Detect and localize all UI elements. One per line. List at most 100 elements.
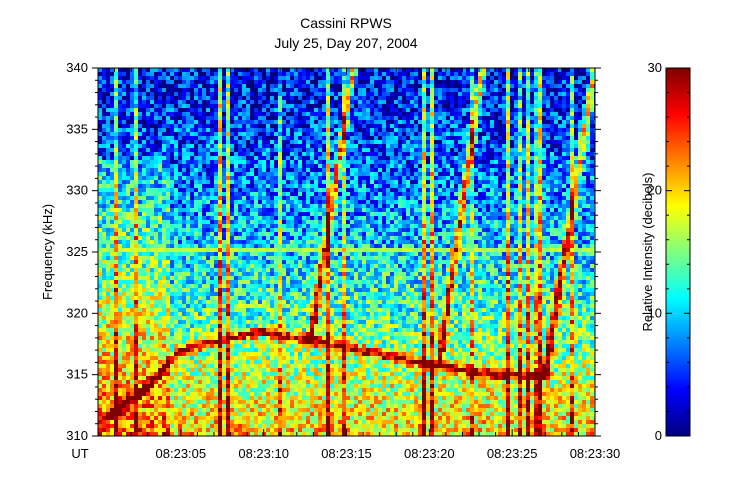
heatmap-cell <box>102 116 106 120</box>
heatmap-cell <box>274 200 278 204</box>
heatmap-cell <box>246 356 250 360</box>
heatmap-cell <box>282 120 286 124</box>
heatmap-cell <box>278 348 282 352</box>
heatmap-cell <box>274 384 278 388</box>
heatmap-cell <box>230 344 234 348</box>
heatmap-cell <box>186 304 190 308</box>
heatmap-cell <box>130 416 134 420</box>
heatmap-cell <box>270 296 274 300</box>
heatmap-cell <box>262 412 266 416</box>
heatmap-cell <box>130 112 134 116</box>
heatmap-cell <box>178 264 182 268</box>
heatmap-cell <box>98 184 102 188</box>
heatmap-cell <box>114 416 118 420</box>
heatmap-cell <box>294 368 298 372</box>
heatmap-cell <box>258 228 262 232</box>
heatmap-cell <box>174 72 178 76</box>
heatmap-cell <box>214 156 218 160</box>
heatmap-cell <box>274 428 278 432</box>
heatmap-cell <box>198 260 202 264</box>
heatmap-cell <box>174 264 178 268</box>
heatmap-cell <box>222 68 226 72</box>
heatmap-cell <box>198 248 202 252</box>
heatmap-cell <box>154 432 158 436</box>
heatmap-cell <box>214 196 218 200</box>
heatmap-cell <box>166 384 170 388</box>
heatmap-cell <box>234 264 238 268</box>
heatmap-cell <box>134 88 138 92</box>
heatmap-cell <box>98 196 102 200</box>
heatmap-cell <box>278 372 282 376</box>
heatmap-cell <box>218 124 222 128</box>
heatmap-cell <box>186 352 190 356</box>
heatmap-cell <box>254 168 258 172</box>
heatmap-cell <box>130 372 134 376</box>
heatmap-cell <box>218 396 222 400</box>
heatmap-cell <box>194 340 198 344</box>
heatmap-cell <box>222 400 226 404</box>
heatmap-cell <box>154 176 158 180</box>
heatmap-cell <box>198 104 202 108</box>
heatmap-cell <box>218 208 222 212</box>
heatmap-cell <box>146 328 150 332</box>
heatmap-cell <box>286 252 290 256</box>
heatmap-cell <box>282 204 286 208</box>
heatmap-cell <box>202 420 206 424</box>
heatmap-cell <box>190 432 194 436</box>
heatmap-cell <box>106 304 110 308</box>
heatmap-cell <box>314 104 318 108</box>
heatmap-cell <box>218 324 222 328</box>
heatmap-cell <box>270 188 274 192</box>
heatmap-cell <box>194 368 198 372</box>
heatmap-cell <box>314 172 318 176</box>
heatmap-cell <box>174 176 178 180</box>
heatmap-cell <box>154 148 158 152</box>
heatmap-cell <box>122 72 126 76</box>
heatmap-cell <box>266 148 270 152</box>
heatmap-cell <box>118 80 122 84</box>
heatmap-cell <box>126 120 130 124</box>
heatmap-cell <box>262 272 266 276</box>
heatmap-cell <box>306 112 310 116</box>
heatmap-cell <box>262 172 266 176</box>
heatmap-cell <box>258 380 262 384</box>
heatmap-cell <box>150 376 154 380</box>
heatmap-cell <box>134 396 138 400</box>
heatmap-cell <box>174 136 178 140</box>
heatmap-cell <box>170 364 174 368</box>
heatmap-cell <box>222 292 226 296</box>
heatmap-cell <box>298 120 302 124</box>
heatmap-cell <box>274 364 278 368</box>
heatmap-cell <box>270 184 274 188</box>
heatmap-cell <box>102 208 106 212</box>
heatmap-cell <box>290 368 294 372</box>
heatmap-cell <box>310 276 314 280</box>
heatmap-cell <box>110 180 114 184</box>
heatmap-cell <box>254 360 258 364</box>
heatmap-cell <box>250 396 254 400</box>
heatmap-cell <box>158 424 162 428</box>
heatmap-cell <box>102 68 106 72</box>
heatmap-cell <box>222 128 226 132</box>
heatmap-cell <box>250 428 254 432</box>
heatmap-cell <box>130 396 134 400</box>
heatmap-cell <box>242 68 246 72</box>
heatmap-cell <box>306 72 310 76</box>
heatmap-cell <box>262 248 266 252</box>
heatmap-cell <box>174 156 178 160</box>
heatmap-cell <box>206 228 210 232</box>
heatmap-cell <box>194 404 198 408</box>
heatmap-cell <box>218 156 222 160</box>
heatmap-cell <box>298 304 302 308</box>
heatmap-cell <box>294 324 298 328</box>
heatmap-cell <box>306 152 310 156</box>
heatmap-cell <box>150 168 154 172</box>
heatmap-cell <box>214 188 218 192</box>
heatmap-cell <box>130 404 134 408</box>
heatmap-cell <box>238 392 242 396</box>
heatmap-cell <box>214 384 218 388</box>
heatmap-cell <box>230 284 234 288</box>
heatmap-cell <box>250 332 254 336</box>
heatmap-cell <box>214 208 218 212</box>
heatmap-cell <box>110 376 114 380</box>
